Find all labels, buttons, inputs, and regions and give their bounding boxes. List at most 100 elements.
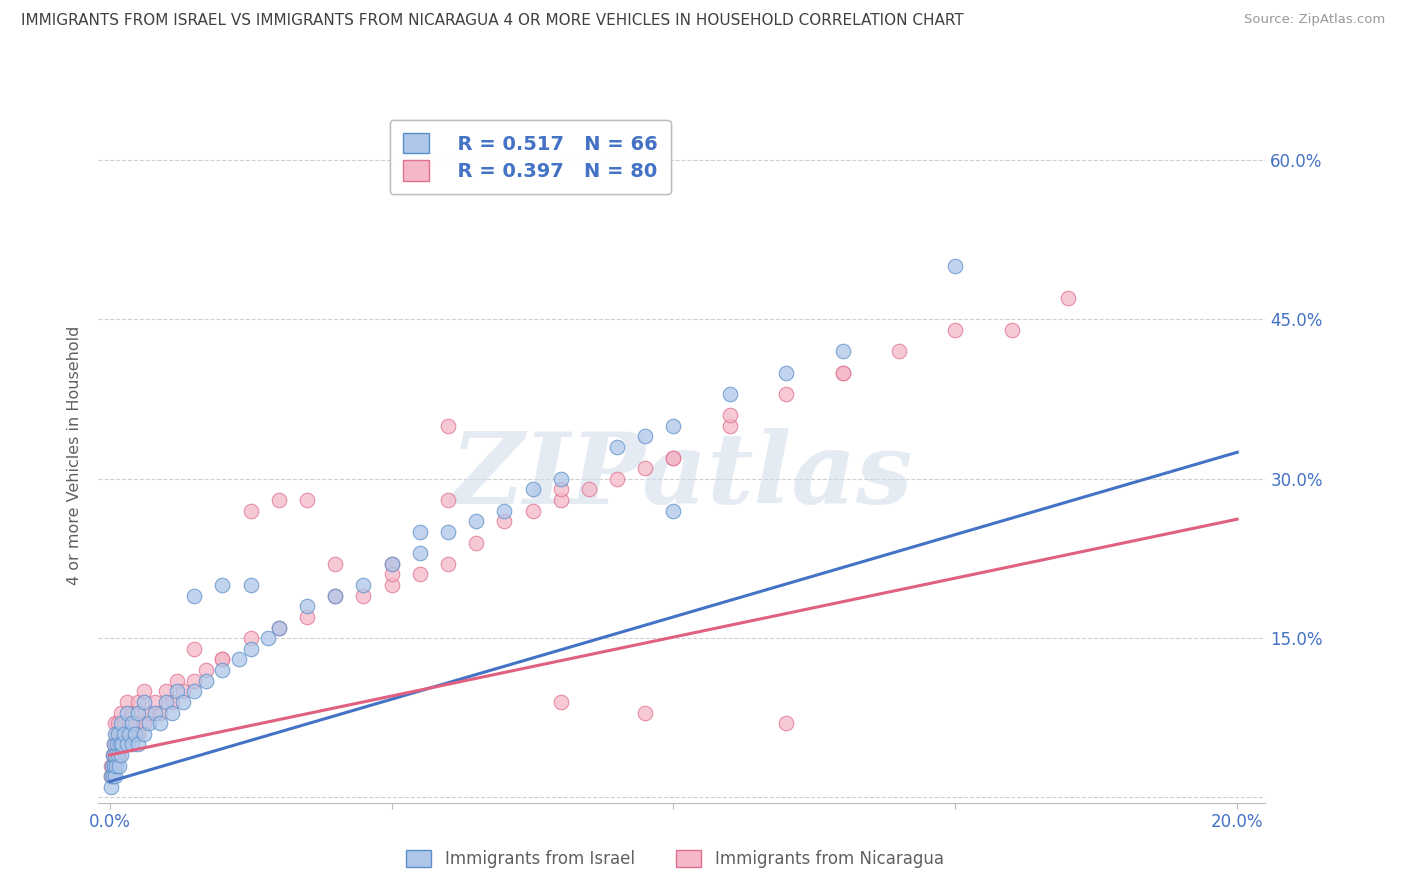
Point xyxy=(104,758,127,772)
Point xyxy=(124,727,146,741)
Point xyxy=(107,738,129,752)
Point xyxy=(381,557,404,571)
Point xyxy=(127,695,149,709)
Point xyxy=(718,408,741,422)
Point xyxy=(107,747,129,762)
Point xyxy=(104,716,127,731)
Point xyxy=(183,589,205,603)
Point xyxy=(166,684,188,698)
Point xyxy=(104,727,127,741)
Point xyxy=(183,684,205,698)
Point xyxy=(522,483,544,497)
Point xyxy=(101,747,124,762)
Point xyxy=(132,695,155,709)
Point xyxy=(239,631,262,645)
Point xyxy=(211,652,233,666)
Point xyxy=(121,727,143,741)
Point xyxy=(111,727,134,741)
Point xyxy=(352,578,374,592)
Point xyxy=(494,504,516,518)
Point xyxy=(409,567,432,582)
Point xyxy=(437,493,460,508)
Text: IMMIGRANTS FROM ISRAEL VS IMMIGRANTS FROM NICARAGUA 4 OR MORE VEHICLES IN HOUSEH: IMMIGRANTS FROM ISRAEL VS IMMIGRANTS FRO… xyxy=(21,13,965,29)
Point xyxy=(111,738,134,752)
Legend: Immigrants from Israel, Immigrants from Nicaragua: Immigrants from Israel, Immigrants from … xyxy=(399,843,950,875)
Point xyxy=(121,716,143,731)
Point xyxy=(943,323,966,337)
Point xyxy=(172,695,194,709)
Point xyxy=(101,758,124,772)
Point xyxy=(108,727,131,741)
Point xyxy=(295,493,318,508)
Point xyxy=(239,578,262,592)
Point xyxy=(409,524,432,539)
Point xyxy=(110,738,132,752)
Point xyxy=(115,738,138,752)
Point xyxy=(115,706,138,720)
Point xyxy=(160,706,183,720)
Point xyxy=(1057,291,1080,305)
Point xyxy=(323,557,346,571)
Point xyxy=(118,716,141,731)
Point xyxy=(494,514,516,528)
Point xyxy=(606,472,628,486)
Point xyxy=(634,706,657,720)
Point xyxy=(550,695,572,709)
Point xyxy=(943,260,966,274)
Point xyxy=(465,514,488,528)
Point xyxy=(831,366,853,380)
Point xyxy=(775,716,797,731)
Point xyxy=(634,461,657,475)
Point xyxy=(149,706,172,720)
Point xyxy=(211,652,233,666)
Point xyxy=(105,758,128,772)
Text: ZIPatlas: ZIPatlas xyxy=(451,427,912,524)
Point xyxy=(194,673,217,688)
Point xyxy=(662,418,685,433)
Point xyxy=(101,758,124,772)
Point xyxy=(115,727,138,741)
Point xyxy=(267,493,290,508)
Point xyxy=(132,716,155,731)
Point xyxy=(100,758,122,772)
Point xyxy=(718,418,741,433)
Point xyxy=(118,727,141,741)
Point xyxy=(107,716,129,731)
Point xyxy=(183,641,205,656)
Point xyxy=(138,706,160,720)
Point xyxy=(295,610,318,624)
Point xyxy=(143,695,166,709)
Point xyxy=(166,673,188,688)
Point xyxy=(138,716,160,731)
Point xyxy=(107,727,129,741)
Point xyxy=(606,440,628,454)
Point xyxy=(662,504,685,518)
Point xyxy=(112,727,135,741)
Point xyxy=(256,631,278,645)
Point xyxy=(775,366,797,380)
Point xyxy=(104,747,127,762)
Point xyxy=(831,366,853,380)
Point xyxy=(101,769,124,783)
Point xyxy=(381,557,404,571)
Point xyxy=(132,727,155,741)
Point xyxy=(124,716,146,731)
Point xyxy=(101,747,124,762)
Point xyxy=(267,621,290,635)
Point xyxy=(1001,323,1024,337)
Point xyxy=(662,450,685,465)
Point xyxy=(149,716,172,731)
Point xyxy=(239,504,262,518)
Point xyxy=(550,493,572,508)
Point xyxy=(295,599,318,614)
Point xyxy=(110,747,132,762)
Point xyxy=(100,769,122,783)
Point xyxy=(323,589,346,603)
Point xyxy=(103,738,125,752)
Point xyxy=(127,738,149,752)
Point xyxy=(465,535,488,549)
Point xyxy=(121,738,143,752)
Point xyxy=(107,758,129,772)
Point xyxy=(127,727,149,741)
Point xyxy=(831,344,853,359)
